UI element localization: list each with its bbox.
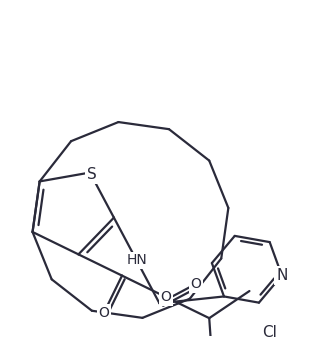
Text: N: N xyxy=(276,268,288,283)
Text: O: O xyxy=(160,290,171,304)
Text: O: O xyxy=(98,306,110,320)
Text: O: O xyxy=(190,277,201,291)
Text: S: S xyxy=(87,167,97,182)
Text: HN: HN xyxy=(126,253,147,267)
Text: Cl: Cl xyxy=(262,325,277,340)
